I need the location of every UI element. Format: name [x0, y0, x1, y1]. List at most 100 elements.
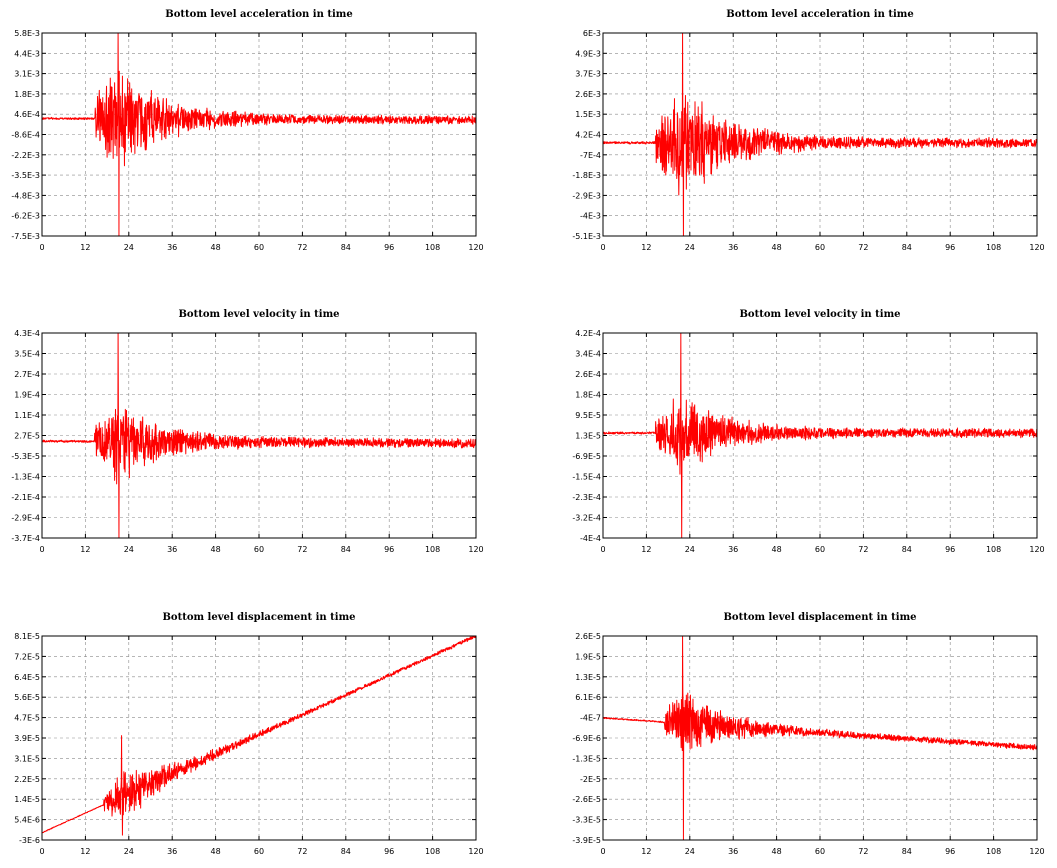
x-tick-label: 36: [728, 847, 738, 856]
y-tick-label: -1.5E-4: [572, 473, 601, 482]
y-tick-label: -2.3E-4: [572, 493, 601, 502]
x-tick-label: 72: [858, 243, 868, 252]
x-tick-label: 60: [815, 243, 825, 252]
x-tick-label: 120: [468, 545, 483, 554]
x-tick-label: 24: [124, 847, 134, 856]
x-tick-label: 12: [641, 243, 651, 252]
y-tick-label: 4.7E-5: [14, 714, 40, 723]
y-tick-label: -7E-4: [580, 151, 601, 160]
chart-title: Bottom level velocity in time: [178, 309, 339, 320]
y-tick-label: 5.6E-5: [14, 693, 40, 702]
x-tick-label: 12: [80, 545, 90, 554]
y-tick-label: 1.5E-3: [575, 110, 601, 119]
y-tick-label: 3.7E-3: [575, 70, 601, 79]
x-tick-label: 0: [39, 545, 44, 554]
y-tick-label: 5.8E-3: [14, 29, 40, 38]
chart-panel-5: Bottom level displacement in time 0 12 24 36…: [14, 612, 483, 856]
x-tick-label: 108: [425, 545, 440, 554]
plot-frame: [41, 32, 477, 237]
y-tick-label: -5.1E-3: [572, 232, 601, 241]
y-tick-label: 1.1E-4: [14, 411, 40, 420]
x-tick-label: 108: [986, 545, 1001, 554]
x-tick-label: 48: [772, 545, 782, 554]
x-tick-label: 108: [986, 243, 1001, 252]
x-tick-label: 96: [384, 545, 394, 554]
x-tick-label: 0: [600, 243, 605, 252]
x-tick-label: 12: [80, 243, 90, 252]
y-tick-label: 6E-3: [583, 29, 601, 38]
x-tick-label: 36: [728, 545, 738, 554]
x-tick-label: 108: [425, 847, 440, 856]
x-tick-label: 120: [1029, 545, 1044, 554]
y-tick-label: -7.5E-3: [11, 232, 40, 241]
x-tick-label: 108: [425, 243, 440, 252]
y-tick-label: -3.9E-5: [572, 836, 601, 845]
y-tick-label: -8.6E-4: [11, 131, 40, 140]
x-tick-label: 24: [124, 545, 134, 554]
plot-frame: [602, 32, 1038, 237]
y-tick-label: 8.1E-5: [14, 632, 40, 641]
plot-frame: [602, 635, 1038, 841]
x-tick-label: 96: [384, 243, 394, 252]
chart-title: Bottom level velocity in time: [739, 309, 900, 320]
x-tick-label: 0: [39, 243, 44, 252]
x-tick-label: 60: [815, 847, 825, 856]
x-tick-label: 48: [772, 847, 782, 856]
plot-frame: [602, 332, 1038, 539]
y-tick-label: -3.2E-4: [572, 514, 601, 523]
y-tick-label: 3.5E-4: [14, 350, 40, 359]
y-tick-label: 2.6E-3: [575, 90, 601, 99]
chart-panel-4: Bottom level velocity in time 0 12 24 36 48 60…: [572, 309, 1044, 554]
x-tick-label: 120: [1029, 243, 1044, 252]
y-tick-label: 1.3E-5: [575, 673, 601, 682]
y-tick-label: 2.6E-4: [575, 370, 601, 379]
x-tick-label: 24: [685, 545, 695, 554]
series-line: [603, 333, 1037, 538]
chart-title: Bottom level displacement in time: [162, 612, 355, 623]
x-tick-label: 96: [384, 847, 394, 856]
y-tick-label: 3.1E-5: [14, 754, 40, 763]
y-tick-label: 6.4E-5: [14, 673, 40, 682]
y-tick-label: -1.3E-4: [11, 473, 40, 482]
x-tick-label: 84: [341, 847, 351, 856]
y-tick-label: 4.3E-4: [14, 329, 40, 338]
y-tick-label: 2.2E-5: [14, 775, 40, 784]
x-tick-label: 60: [254, 545, 264, 554]
y-tick-label: 2.7E-5: [14, 432, 40, 441]
y-tick-label: -2.9E-3: [572, 191, 601, 200]
chart-title: Bottom level acceleration in time: [165, 9, 352, 20]
x-tick-label: 36: [167, 847, 177, 856]
x-tick-label: 72: [858, 847, 868, 856]
series-line: [603, 33, 1037, 236]
x-tick-label: 0: [39, 847, 44, 856]
y-tick-label: -4E-3: [580, 212, 601, 221]
x-tick-label: 36: [728, 243, 738, 252]
x-tick-label: 84: [902, 545, 912, 554]
y-tick-label: 4.2E-4: [575, 329, 601, 338]
series-line: [42, 333, 476, 538]
y-tick-label: 5.4E-6: [14, 816, 40, 825]
x-tick-label: 84: [902, 243, 912, 252]
chart-title: Bottom level displacement in time: [723, 612, 916, 623]
y-tick-label: 7.2E-5: [14, 652, 40, 661]
y-tick-label: 1.3E-5: [575, 432, 601, 441]
x-tick-label: 72: [858, 545, 868, 554]
x-tick-label: 12: [641, 545, 651, 554]
x-tick-label: 48: [211, 847, 221, 856]
y-tick-label: -4E-4: [580, 534, 601, 543]
y-tick-label: -2E-5: [580, 775, 601, 784]
x-tick-label: 60: [254, 847, 264, 856]
x-tick-label: 120: [468, 243, 483, 252]
x-tick-label: 84: [341, 545, 351, 554]
y-tick-label: -3.3E-5: [572, 816, 601, 825]
series-line: [42, 636, 476, 836]
y-tick-label: -5.3E-5: [11, 452, 40, 461]
x-tick-label: 120: [468, 847, 483, 856]
y-tick-label: -6.9E-6: [572, 734, 601, 743]
y-tick-label: 9.5E-5: [575, 411, 601, 420]
x-tick-label: 48: [211, 243, 221, 252]
x-tick-label: 48: [772, 243, 782, 252]
y-tick-label: -6.2E-3: [11, 212, 40, 221]
y-tick-label: 4.4E-3: [14, 49, 40, 58]
